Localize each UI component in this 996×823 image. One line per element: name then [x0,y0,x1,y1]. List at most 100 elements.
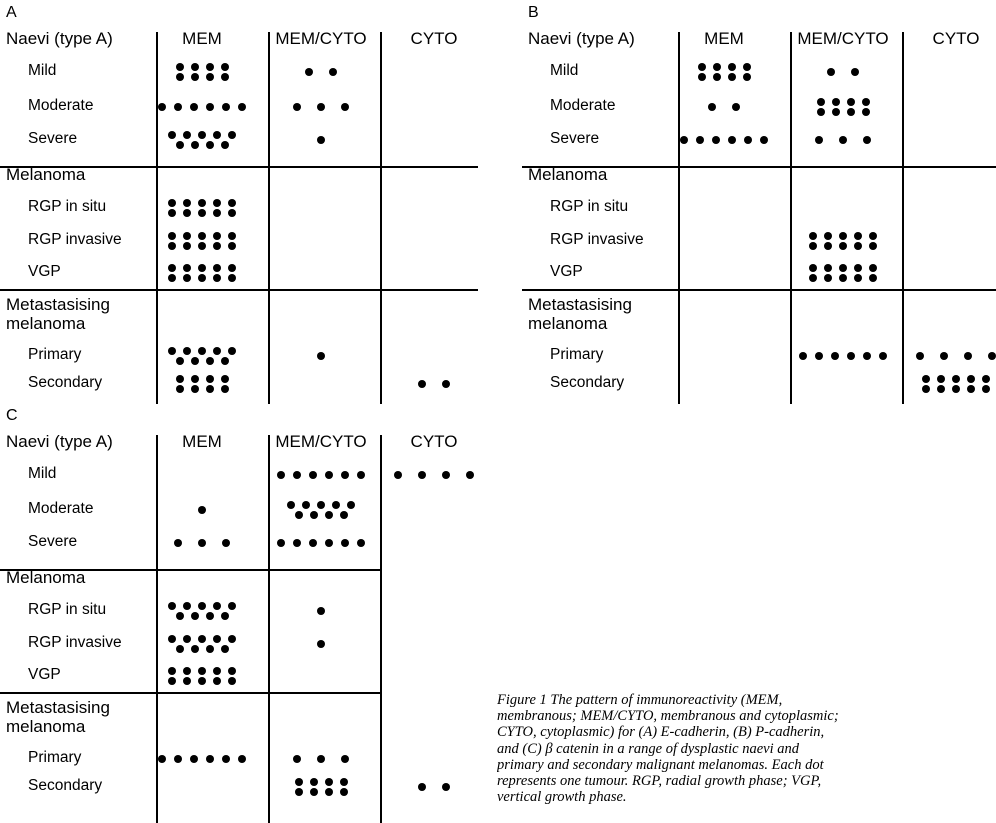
row-label-rgp-invasive: RGP invasive [550,231,644,248]
tumour-dot [339,788,348,796]
tumour-dot [287,501,295,509]
tumour-dot [198,274,206,282]
tumour-dot [863,136,871,144]
tumour-dot [190,755,198,763]
tumour-dot [839,232,847,240]
tumour-dot [168,667,176,675]
tumour-dot [175,357,184,365]
section-divider [0,569,380,571]
tumour-dot [922,375,930,383]
tumour-dot [332,501,340,509]
tumour-dot [869,242,877,250]
column-divider [268,435,270,823]
section-title-metastasising: Metastasising melanoma [6,698,110,736]
tumour-dot [442,783,450,791]
tumour-dot [839,264,847,272]
tumour-dot [213,209,221,217]
tumour-dot [183,274,191,282]
tumour-dot [228,677,236,685]
tumour-dot [168,209,176,217]
tumour-dot [869,264,877,272]
tumour-dot [277,539,285,547]
tumour-dot [309,511,318,519]
tumour-dot [198,539,206,547]
tumour-dot [198,667,206,675]
column-header: CYTO [410,432,458,451]
tumour-dot [824,242,832,250]
tumour-dot [205,375,214,383]
section-title-naevi: Naevi (type A) [528,29,635,48]
caption-line: and (C) β catenin in a range of dysplast… [497,740,800,757]
tumour-dot [190,141,199,149]
tumour-dot [294,778,303,786]
caption-line: represents one tumour. RGP, radial growt… [497,773,822,790]
tumour-dot [238,755,246,763]
tumour-dot [809,232,817,240]
tumour-dot [175,645,184,653]
tumour-dot [317,352,325,360]
tumour-dot [341,539,349,547]
tumour-dot [205,73,214,81]
tumour-dot [168,242,176,250]
tumour-dot [466,471,474,479]
tumour-dot [418,471,426,479]
tumour-dot [190,645,199,653]
tumour-dot [697,73,706,81]
row-label-primary: Primary [28,346,82,363]
tumour-dot [175,73,184,81]
section-title-naevi: Naevi (type A) [6,432,113,451]
tumour-dot [228,274,236,282]
tumour-dot [982,375,990,383]
tumour-dot [198,264,206,272]
tumour-dot [220,385,229,393]
tumour-dot [228,264,236,272]
tumour-dot [213,677,221,685]
tumour-dot [183,264,191,272]
tumour-dot [339,511,348,519]
tumour-dot [190,612,199,620]
tumour-dot [205,612,214,620]
section-title-metastasising: Metastasising melanoma [528,295,632,333]
row-label-secondary: Secondary [550,374,625,391]
tumour-dot [158,755,166,763]
tumour-dot [213,242,221,250]
tumour-dot [168,347,176,355]
tumour-dot [293,539,301,547]
row-label-rgp-in-situ: RGP in situ [550,198,629,215]
tumour-dot [183,199,191,207]
tumour-dot [293,103,301,111]
tumour-dot [198,209,206,217]
row-label-primary: Primary [28,749,82,766]
column-divider [380,32,382,404]
row-label-mild: Mild [28,62,57,79]
tumour-dot [183,635,191,643]
tumour-dot [839,136,847,144]
section-divider [0,692,380,694]
tumour-dot [815,136,823,144]
tumour-dot [198,506,206,514]
tumour-dot [294,511,303,519]
panel-a: A Naevi (type A) MEM MEM/CYTO CYTO Melanoma Me… [0,0,478,404]
tumour-dot [317,103,325,111]
tumour-dot [815,352,823,360]
section-divider [522,289,996,291]
section-title-melanoma: Melanoma [6,568,86,587]
tumour-dot [680,136,688,144]
tumour-dot [228,602,236,610]
caption-line: membranous; MEM/CYTO, membranous and cyt… [497,708,839,725]
tumour-dot [854,242,862,250]
tumour-dot [712,73,721,81]
tumour-dot [168,199,176,207]
tumour-dot [809,274,817,282]
tumour-dot [325,471,333,479]
tumour-dot [967,375,975,383]
tumour-dot [198,347,206,355]
tumour-dot [213,274,221,282]
tumour-dot [727,73,736,81]
tumour-dot [213,199,221,207]
panel-c: C Naevi (type A) MEM MEM/CYTO CYTO Melanoma Me… [0,403,478,823]
tumour-dot [168,677,176,685]
tumour-dot [228,347,236,355]
tumour-dot [357,539,365,547]
tumour-dot [190,73,199,81]
